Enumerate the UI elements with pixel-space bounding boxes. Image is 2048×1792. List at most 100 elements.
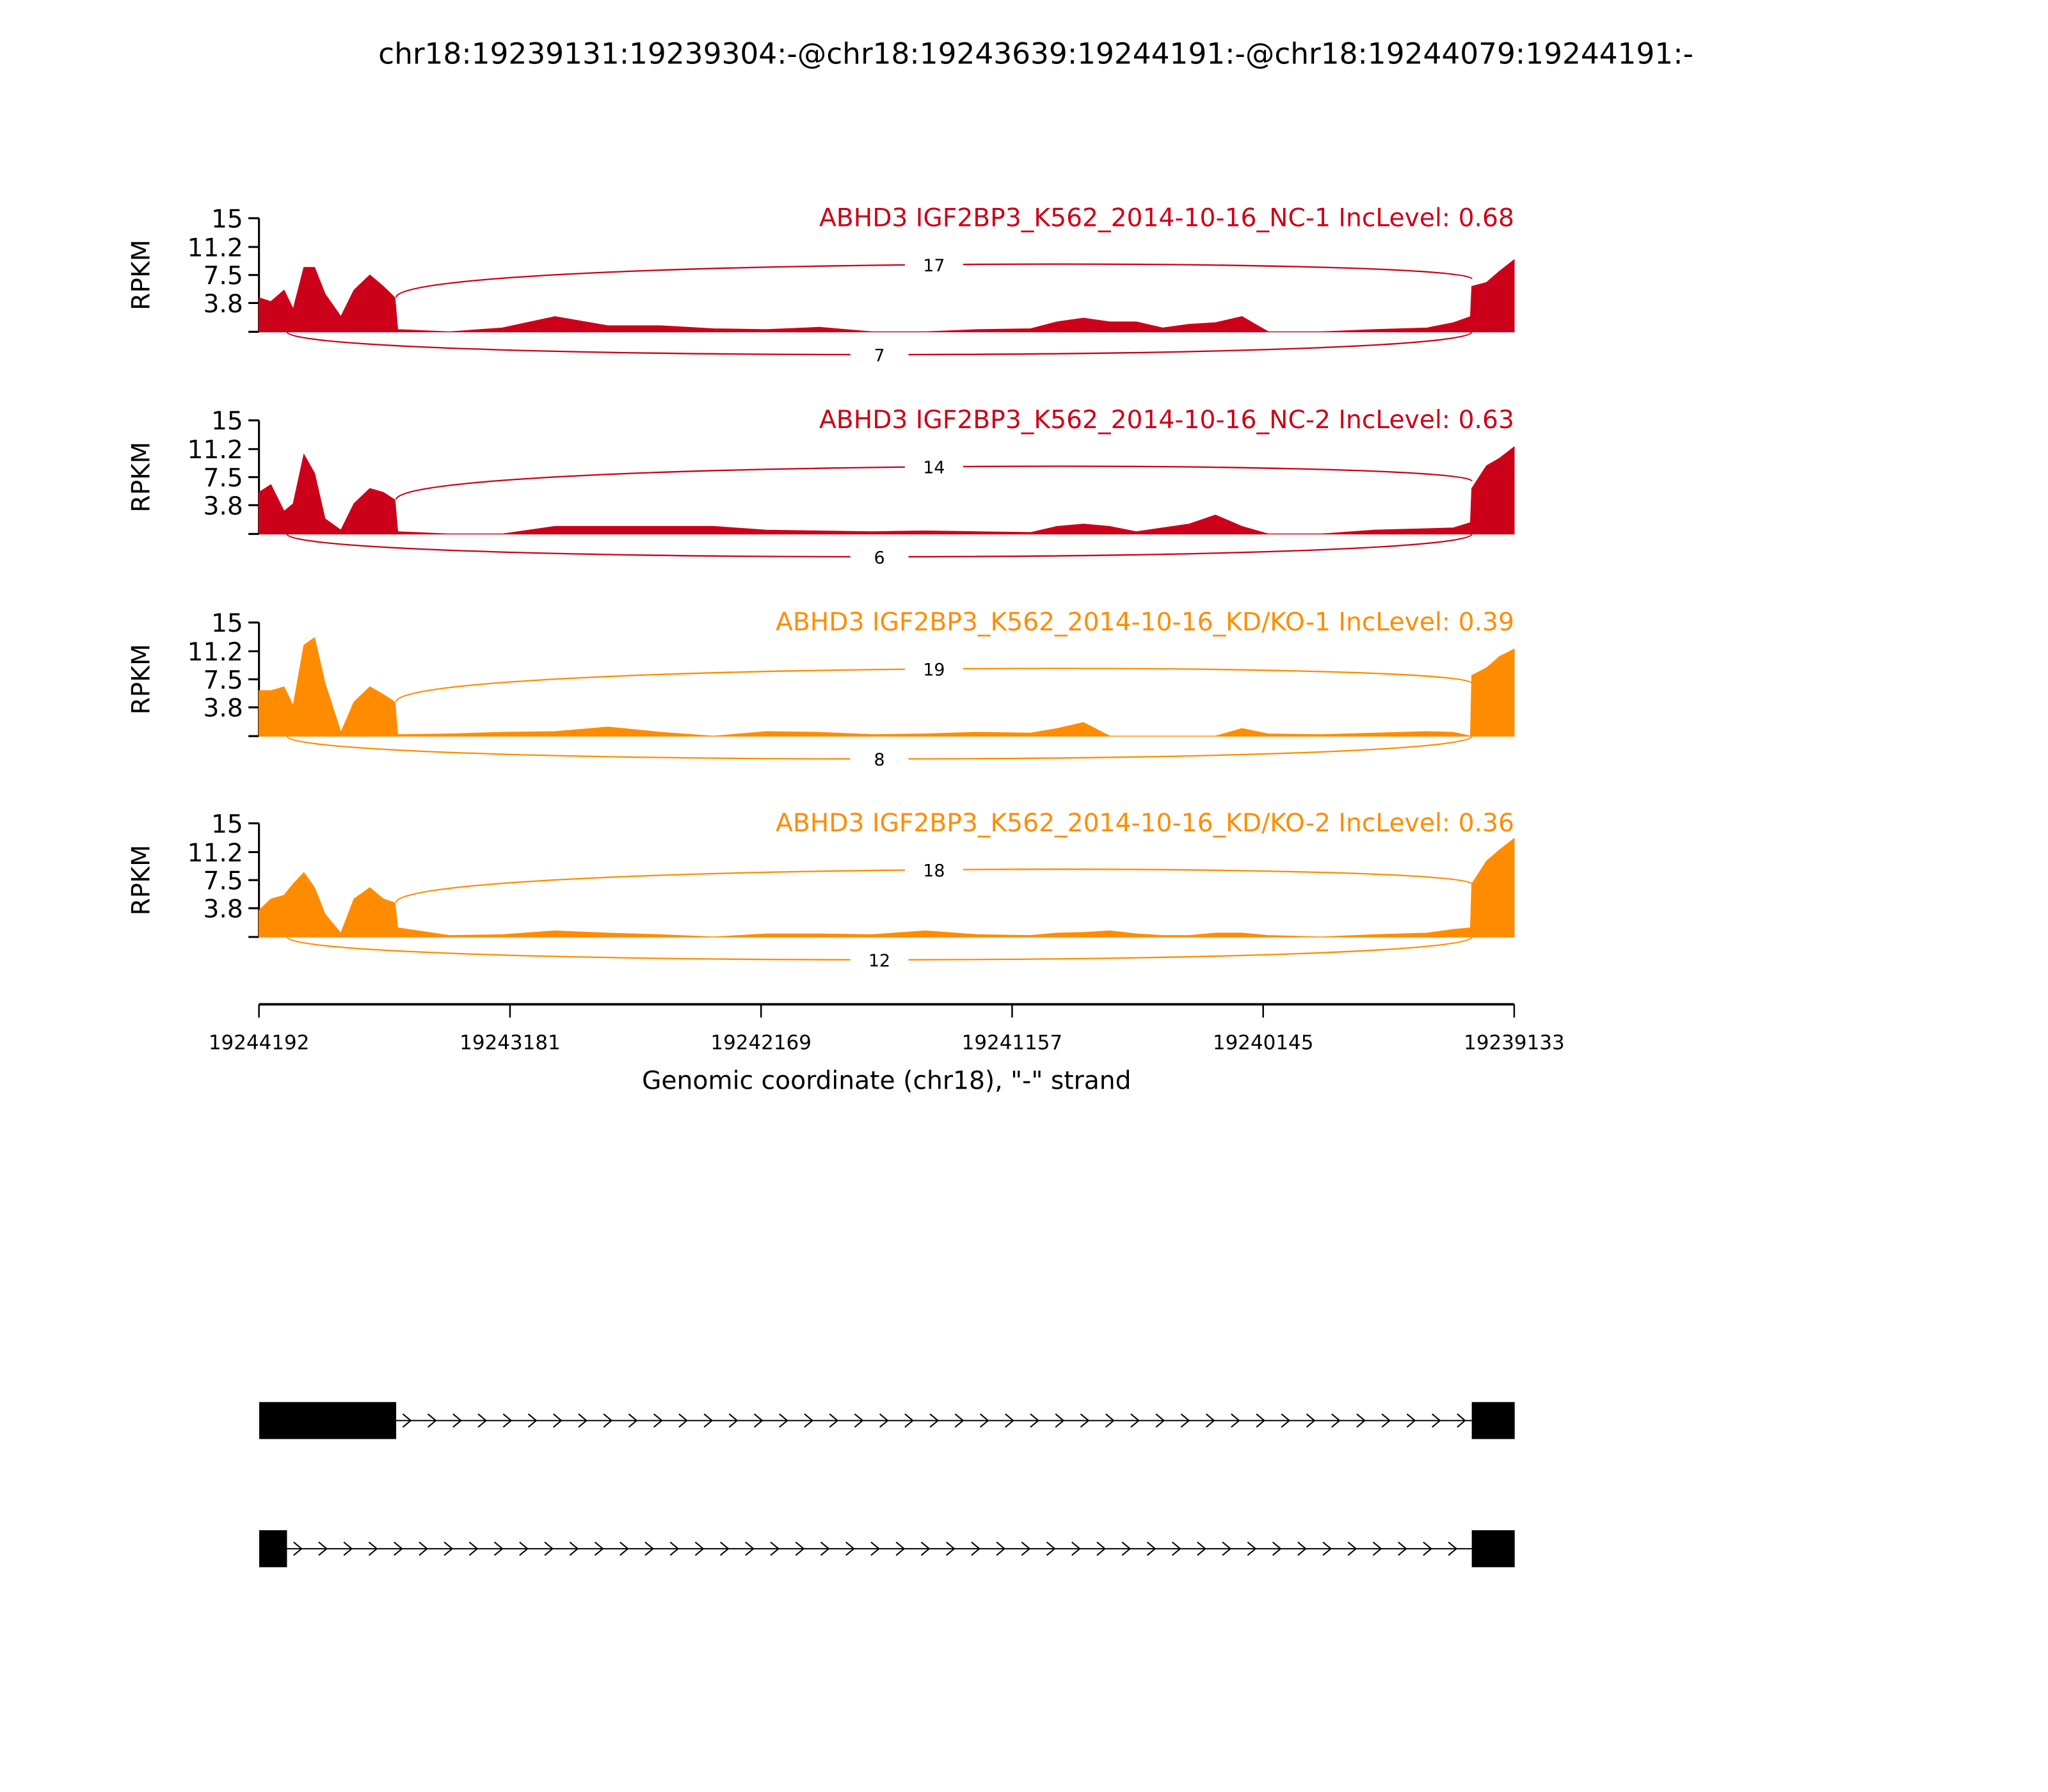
strand-arrow-icon [569, 1541, 579, 1556]
strand-arrow-icon [1146, 1541, 1156, 1556]
strand-arrow-icon [1155, 1413, 1165, 1428]
strand-arrow-icon [553, 1413, 563, 1428]
x-tick-label: 19244192 [209, 1031, 310, 1054]
strand-arrow-icon [1071, 1541, 1081, 1556]
strand-arrow-icon [1448, 1541, 1458, 1556]
y-tick-label: 11.2 [188, 436, 243, 465]
strand-arrow-icon [1297, 1541, 1307, 1556]
junction-label-bg [904, 254, 963, 276]
strand-arrow-icon [1372, 1541, 1382, 1556]
sample-label: ABHD3 IGF2BP3_K562_2014-10-16_KD/KO-1 In… [776, 608, 1514, 637]
junction-label-bg [904, 456, 963, 477]
strand-arrow-icon [795, 1541, 805, 1556]
strand-arrow-icon [343, 1541, 353, 1556]
strand-arrow-icon [1205, 1413, 1215, 1428]
junction-label-bg [850, 748, 909, 770]
strand-arrow-icon [1431, 1413, 1441, 1428]
chart-title: chr18:19239131:19239304:-@chr18:19243639… [378, 36, 1693, 70]
strand-arrow-icon [920, 1541, 931, 1556]
strand-arrow-icon [971, 1541, 980, 1556]
strand-arrow-icon [804, 1413, 813, 1428]
strand-arrow-icon [669, 1541, 680, 1556]
strand-arrow-icon [719, 1541, 730, 1556]
junction-count: 17 [923, 256, 945, 276]
strand-arrow-icon [829, 1413, 839, 1428]
y-tick-label: 11.2 [188, 638, 243, 667]
sample-label: ABHD3 IGF2BP3_K562_2014-10-16_KD/KO-2 In… [776, 809, 1514, 838]
strand-arrow-icon [1121, 1541, 1132, 1556]
strand-arrow-icon [644, 1541, 654, 1556]
strand-arrow-icon [544, 1541, 554, 1556]
strand-arrow-icon [1281, 1413, 1291, 1428]
x-tick-label: 19242169 [710, 1031, 812, 1054]
coverage-area [259, 837, 1515, 938]
strand-arrow-icon [527, 1413, 538, 1428]
x-axis: 19244192 19243181 19242169 19241157 19240145… [209, 1003, 1565, 1054]
strand-arrow-icon [1130, 1413, 1140, 1428]
strand-arrow-icon [293, 1541, 303, 1556]
strand-arrow-icon [1046, 1541, 1056, 1556]
y-tick-label: 15 [211, 609, 243, 638]
y-tick-label: 11.2 [188, 839, 243, 868]
strand-arrow-icon [879, 1413, 889, 1428]
strand-arrow-icon [502, 1413, 513, 1428]
junction-count: 19 [923, 660, 945, 680]
x-tick-label: 19239133 [1464, 1031, 1565, 1054]
strand-arrow-icon [845, 1541, 855, 1556]
strand-arrow-icon [1222, 1541, 1232, 1556]
y-tick-label: 11.2 [188, 234, 243, 262]
coverage-area [259, 259, 1515, 333]
strand-arrow-icon [1398, 1541, 1407, 1556]
strand-arrow-icon [1356, 1413, 1366, 1428]
strand-arrow-icon [519, 1541, 529, 1556]
strand-arrow-icon [703, 1413, 714, 1428]
strand-arrow-icon [779, 1413, 788, 1428]
transcript [259, 1402, 1515, 1439]
strand-arrow-icon [1021, 1541, 1031, 1556]
strand-arrow-icon [770, 1541, 780, 1556]
strand-arrow-icon [452, 1413, 462, 1428]
transcript [259, 1530, 1515, 1567]
strand-arrow-icon [493, 1541, 504, 1556]
exon [259, 1530, 287, 1567]
strand-arrow-icon [1080, 1413, 1090, 1428]
strand-arrow-icon [620, 1541, 629, 1556]
y-tick-label: 7.5 [203, 464, 243, 493]
strand-arrow-icon [945, 1541, 956, 1556]
y-tick-label: 15 [211, 205, 243, 234]
strand-arrow-icon [1247, 1541, 1257, 1556]
junction-label-bg [850, 949, 909, 971]
y-tick-label: 3.8 [203, 694, 243, 723]
strand-arrow-icon [1105, 1413, 1115, 1428]
strand-arrow-icon [394, 1541, 403, 1556]
strand-arrow-icon [1055, 1413, 1065, 1428]
x-tick-label: 19243181 [460, 1031, 561, 1054]
y-tick-label: 3.8 [203, 492, 243, 521]
strand-arrow-icon [904, 1413, 914, 1428]
strand-arrow-icon [753, 1413, 764, 1428]
strand-arrow-icon [1030, 1413, 1040, 1428]
x-tick-label: 19241157 [962, 1031, 1063, 1054]
strand-arrow-icon [694, 1541, 705, 1556]
y-axis-label: RPKM [127, 239, 156, 310]
x-tick-label: 19240145 [1213, 1031, 1314, 1054]
y-tick-label: 3.8 [203, 290, 243, 319]
strand-arrow-icon [1197, 1541, 1206, 1556]
coverage-area [259, 637, 1515, 737]
strand-arrow-icon [1423, 1541, 1432, 1556]
strand-arrow-icon [870, 1541, 880, 1556]
y-tick-label: 3.8 [203, 895, 243, 924]
strand-arrow-icon [477, 1413, 488, 1428]
y-tick-label: 7.5 [203, 666, 243, 695]
sample-label: ABHD3 IGF2BP3_K562_2014-10-16_NC-1 IncLe… [819, 204, 1514, 232]
y-tick-label: 15 [211, 407, 243, 436]
x-axis-label: Genomic coordinate (chr18), "-" strand [642, 1066, 1132, 1095]
y-tick-label: 15 [211, 810, 243, 839]
junction-label-bg [850, 344, 909, 365]
y-axis-label: RPKM [127, 644, 156, 714]
